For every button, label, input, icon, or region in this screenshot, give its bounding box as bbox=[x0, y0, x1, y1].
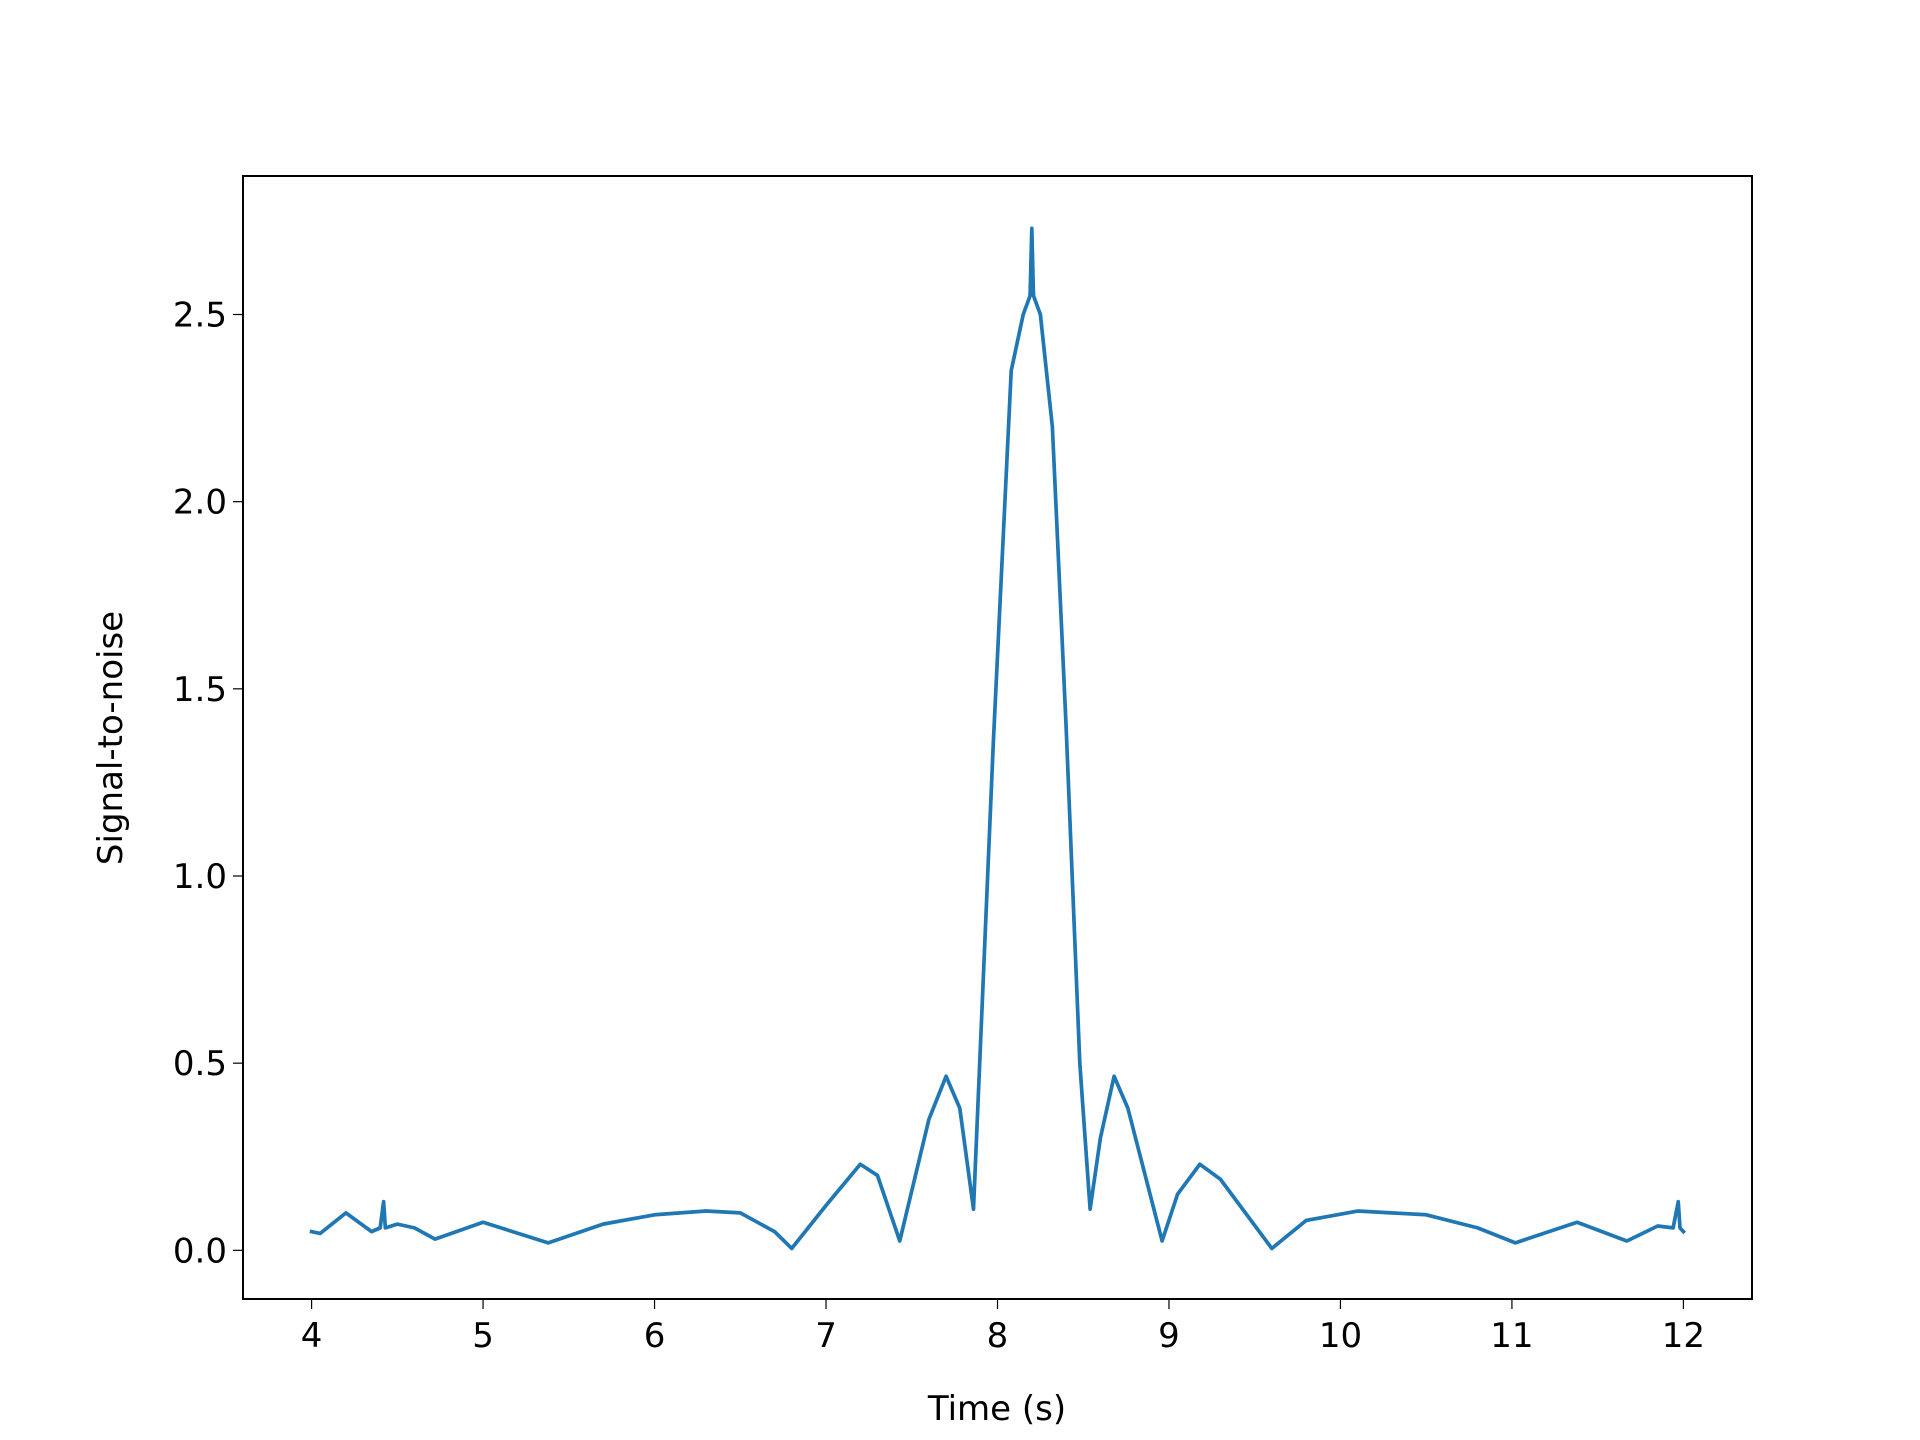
y-tick-label: 0.0 bbox=[173, 1231, 227, 1271]
y-tick-label: 1.0 bbox=[173, 857, 227, 897]
y-axis-label: Signal-to-noise bbox=[91, 611, 131, 865]
x-tick-label: 6 bbox=[644, 1316, 666, 1356]
axes-frame bbox=[242, 175, 1753, 1300]
x-tick-label: 7 bbox=[815, 1316, 837, 1356]
x-axis-label: Time (s) bbox=[927, 1389, 1066, 1429]
x-tick-label: 11 bbox=[1490, 1316, 1533, 1356]
y-tick-label: 2.5 bbox=[173, 296, 227, 336]
x-tick-label: 5 bbox=[472, 1316, 494, 1356]
x-tick-label: 9 bbox=[1158, 1316, 1180, 1356]
x-tick-label: 10 bbox=[1319, 1316, 1362, 1356]
data-line bbox=[309, 226, 1687, 1251]
x-tick-label: 8 bbox=[987, 1316, 1009, 1356]
y-tick-label: 1.5 bbox=[173, 670, 227, 710]
x-tick-label: 4 bbox=[301, 1316, 323, 1356]
x-tick-label: 12 bbox=[1662, 1316, 1705, 1356]
y-tick-label: 0.5 bbox=[173, 1044, 227, 1084]
y-tick-label: 2.0 bbox=[173, 483, 227, 523]
